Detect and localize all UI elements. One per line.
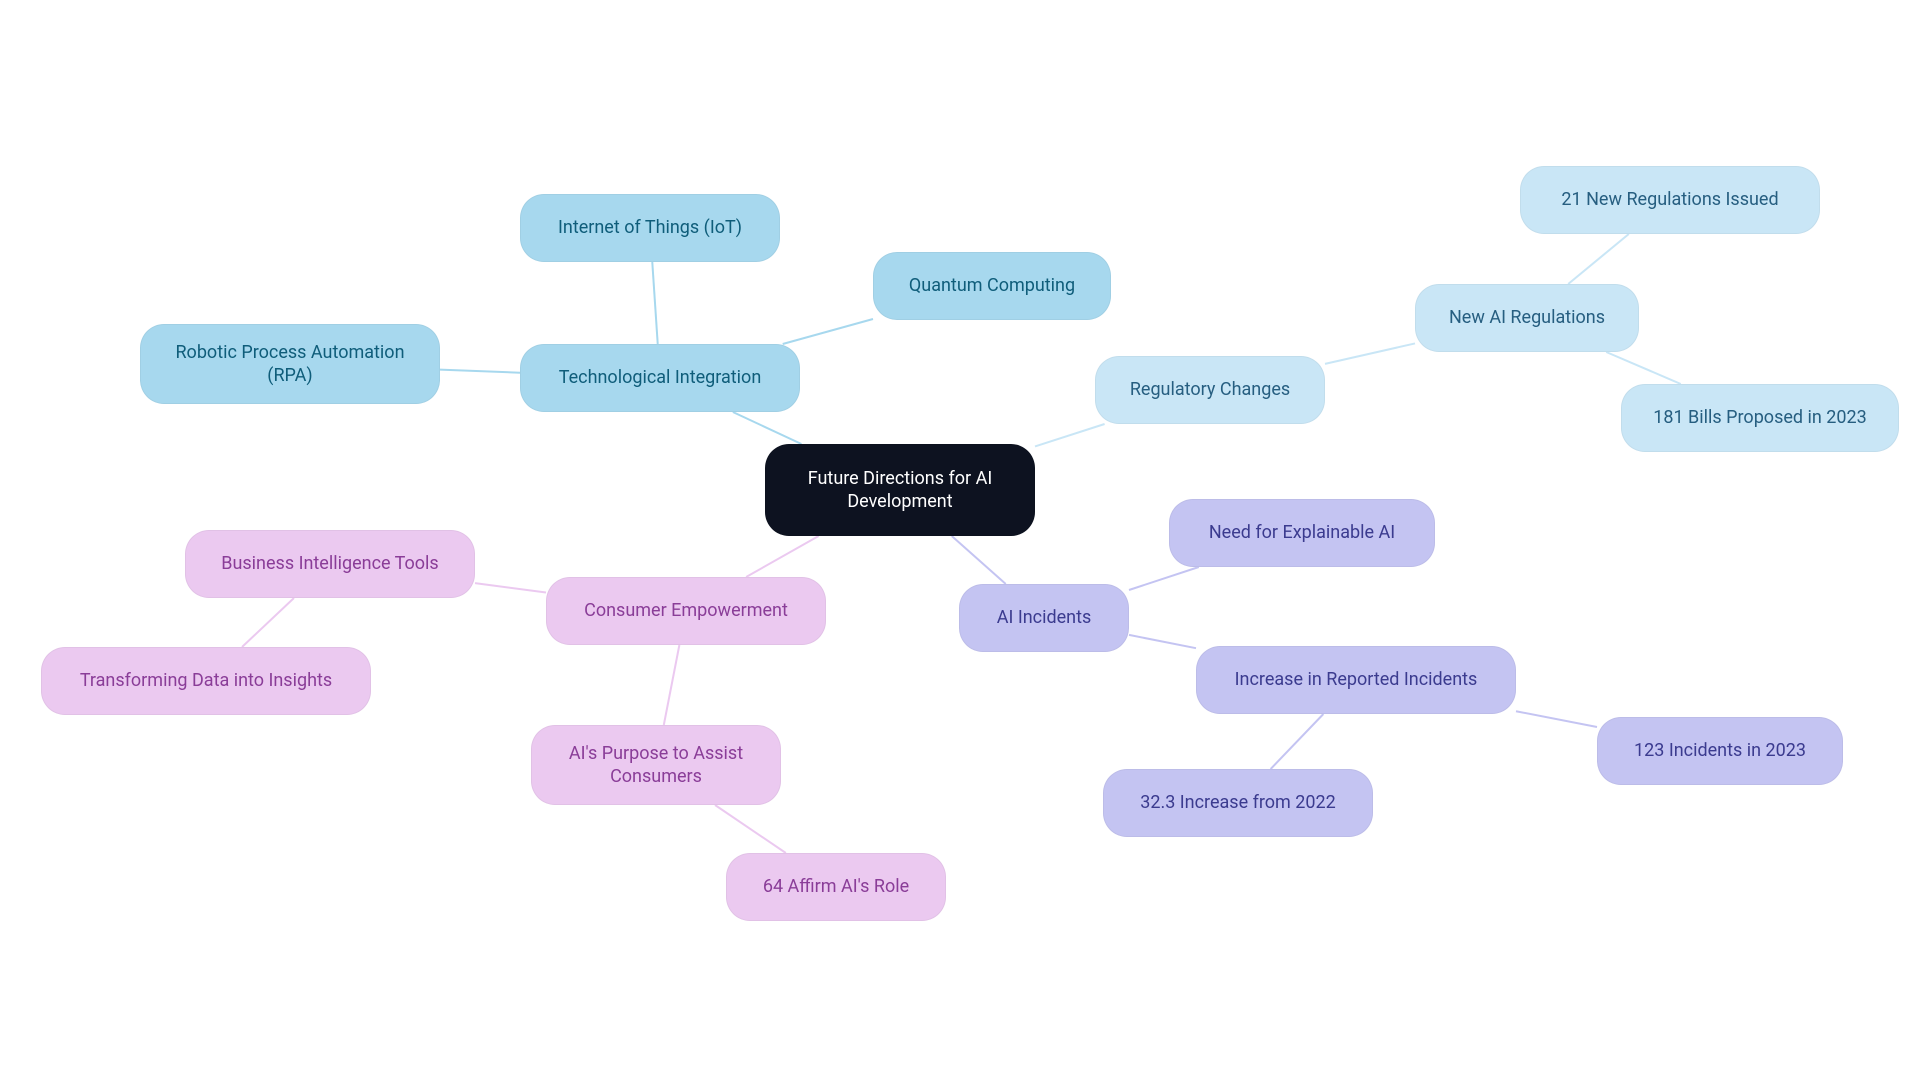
node-label: Transforming Data into Insights — [80, 669, 332, 692]
edge-inc-incri — [1129, 635, 1196, 648]
node-xai: Need for Explainable AI — [1169, 499, 1435, 567]
node-i323: 32.3 Increase from 2022 — [1103, 769, 1373, 837]
edge-root-reg — [1035, 424, 1105, 446]
node-label: AI's Purpose to Assist Consumers — [569, 742, 743, 789]
edge-tech-iot — [652, 262, 657, 344]
edge-cons-bi — [475, 583, 546, 592]
edge-bi-tdi — [242, 598, 294, 647]
edge-reg-newreg — [1325, 343, 1415, 363]
node-root: Future Directions for AI Development — [765, 444, 1035, 536]
node-label: 123 Incidents in 2023 — [1634, 739, 1806, 762]
edge-tech-rpa — [440, 370, 520, 373]
node-label: Regulatory Changes — [1130, 378, 1290, 401]
edge-tech-qc — [783, 319, 873, 344]
node-reg21: 21 New Regulations Issued — [1520, 166, 1820, 234]
node-reg: Regulatory Changes — [1095, 356, 1325, 424]
node-label: Quantum Computing — [909, 274, 1075, 297]
node-bi: Business Intelligence Tools — [185, 530, 475, 598]
node-label: 32.3 Increase from 2022 — [1140, 791, 1336, 814]
edge-incri-i123 — [1516, 711, 1597, 727]
node-label: Business Intelligence Tools — [221, 552, 438, 575]
node-label: Internet of Things (IoT) — [558, 216, 742, 239]
node-aip: AI's Purpose to Assist Consumers — [531, 725, 781, 805]
node-i123: 123 Incidents in 2023 — [1597, 717, 1843, 785]
edge-root-inc — [952, 536, 1006, 584]
node-bills: 181 Bills Proposed in 2023 — [1621, 384, 1899, 452]
node-label: New AI Regulations — [1449, 306, 1605, 329]
node-label: Need for Explainable AI — [1209, 521, 1395, 544]
node-cons: Consumer Empowerment — [546, 577, 826, 645]
edge-incri-i323 — [1271, 714, 1324, 769]
node-rpa: Robotic Process Automation (RPA) — [140, 324, 440, 404]
node-inc: AI Incidents — [959, 584, 1129, 652]
node-tech: Technological Integration — [520, 344, 800, 412]
edge-root-cons — [746, 536, 819, 577]
node-label: 21 New Regulations Issued — [1561, 188, 1778, 211]
edge-cons-aip — [664, 645, 680, 725]
mindmap-canvas: Future Directions for AI Development Tech… — [0, 0, 1920, 1083]
edge-newreg-reg21 — [1568, 234, 1629, 284]
edge-aip-64a — [715, 805, 786, 853]
node-label: 181 Bills Proposed in 2023 — [1653, 406, 1867, 429]
node-qc: Quantum Computing — [873, 252, 1111, 320]
edge-newreg-bills — [1606, 352, 1681, 384]
node-label: Increase in Reported Incidents — [1235, 668, 1478, 691]
node-label: Technological Integration — [559, 366, 762, 389]
node-label: 64 Affirm AI's Role — [763, 875, 909, 898]
node-label: Robotic Process Automation (RPA) — [175, 341, 404, 388]
node-label: AI Incidents — [997, 606, 1092, 629]
node-label: Future Directions for AI Development — [808, 467, 992, 514]
node-64a: 64 Affirm AI's Role — [726, 853, 946, 921]
edge-inc-xai — [1129, 567, 1199, 590]
node-iot: Internet of Things (IoT) — [520, 194, 780, 262]
node-incri: Increase in Reported Incidents — [1196, 646, 1516, 714]
node-newreg: New AI Regulations — [1415, 284, 1639, 352]
node-label: Consumer Empowerment — [584, 599, 788, 622]
node-tdi: Transforming Data into Insights — [41, 647, 371, 715]
edge-root-tech — [733, 412, 802, 444]
